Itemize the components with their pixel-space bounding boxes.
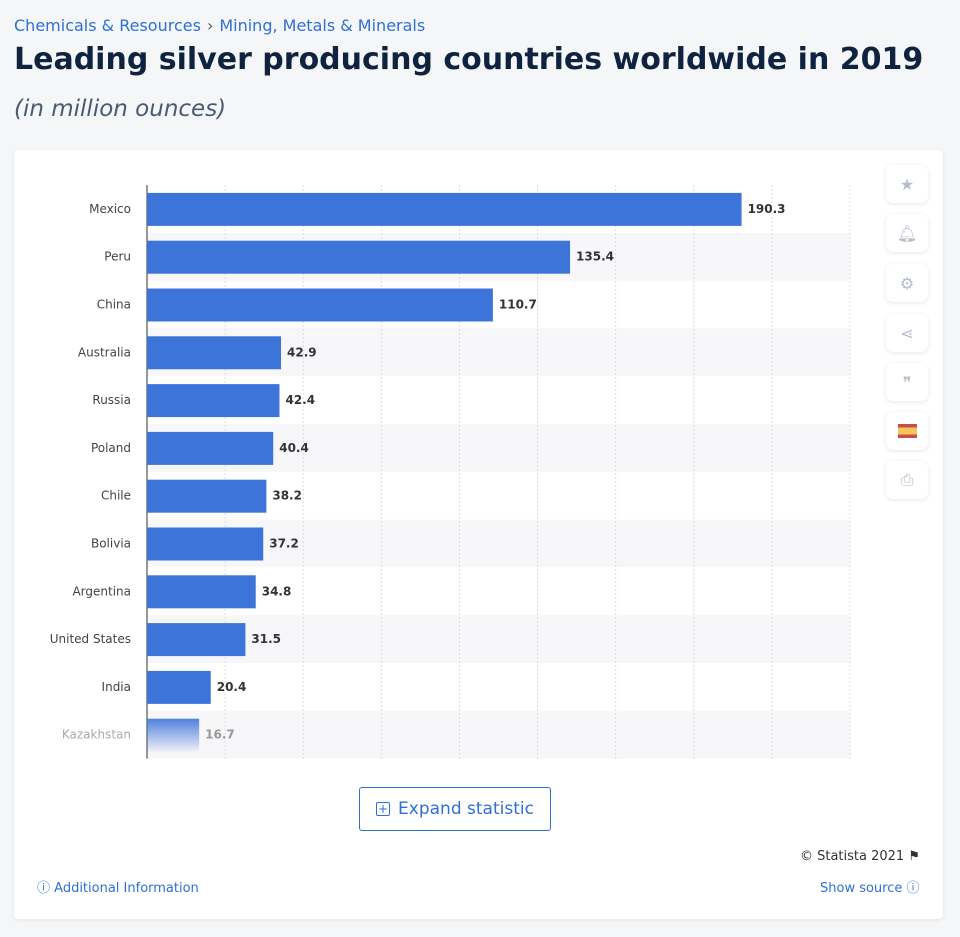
- data-label: 135.4: [576, 250, 614, 264]
- show-source-link[interactable]: Show source ⓘ: [820, 877, 920, 896]
- data-label: 42.9: [287, 345, 317, 359]
- category-label: India: [102, 680, 131, 694]
- data-label: 190.3: [748, 202, 786, 216]
- category-label: Mexico: [89, 202, 131, 216]
- data-label: 16.7: [205, 728, 235, 742]
- copyright-text: © Statista 2021: [799, 849, 905, 864]
- bar: [147, 527, 264, 561]
- data-label: 37.2: [269, 537, 299, 551]
- copyright: © Statista 2021 ⚑: [800, 849, 920, 864]
- category-label: Peru: [104, 250, 131, 264]
- page-subtitle: (in million ounces): [14, 96, 227, 122]
- row-band: [147, 615, 850, 663]
- bar: [147, 575, 256, 609]
- breadcrumb-link[interactable]: Mining, Metals & Minerals: [219, 16, 426, 35]
- gear-icon[interactable]: ⚙: [886, 264, 928, 302]
- category-label: Chile: [101, 489, 131, 503]
- category-label: China: [97, 298, 131, 312]
- category-label: Russia: [92, 393, 131, 407]
- category-label: Poland: [91, 441, 131, 455]
- info-icon: ⓘ: [37, 881, 51, 896]
- page-title: Leading silver producing countries world…: [14, 42, 924, 77]
- bar: [147, 670, 211, 704]
- category-label: Bolivia: [91, 537, 131, 551]
- info-icon: ⓘ: [906, 881, 920, 896]
- quote-icon[interactable]: ❞: [886, 363, 928, 401]
- category-label: Australia: [78, 345, 131, 359]
- bar: [147, 336, 282, 370]
- data-label: 34.8: [262, 584, 292, 598]
- expand-label: Expand statistic: [398, 799, 534, 819]
- flag-icon: ⚑: [908, 849, 920, 864]
- category-label: Argentina: [72, 584, 131, 598]
- bar: [147, 192, 742, 226]
- expand-statistic-button[interactable]: + Expand statistic: [359, 787, 551, 831]
- bell-icon[interactable]: 🔔︎: [886, 214, 928, 252]
- share-icon[interactable]: ⋖: [886, 314, 928, 352]
- breadcrumb-separator: ›: [206, 16, 214, 35]
- data-label: 40.4: [279, 441, 309, 455]
- breadcrumb: Chemicals & Resources › Mining, Metals & M…: [14, 16, 425, 35]
- data-label: 20.4: [217, 680, 247, 694]
- category-label: Kazakhstan: [62, 728, 131, 742]
- bar: [147, 623, 246, 657]
- breadcrumb-link[interactable]: Chemicals & Resources: [14, 16, 201, 35]
- show-source-label: Show source: [820, 881, 903, 896]
- data-label: 31.5: [251, 632, 281, 646]
- star-icon[interactable]: ★: [886, 165, 928, 203]
- additional-info-label: Additional Information: [54, 881, 199, 896]
- row-band: [147, 519, 850, 568]
- row-band: [147, 710, 850, 759]
- additional-information-link[interactable]: ⓘ Additional Information: [37, 877, 199, 896]
- data-label: 42.4: [285, 393, 315, 407]
- bar: [147, 479, 267, 513]
- spain-flag-icon[interactable]: [886, 412, 928, 450]
- bar: [147, 384, 280, 418]
- plus-icon: +: [376, 802, 391, 816]
- bar: [147, 288, 493, 322]
- category-label: United States: [50, 632, 131, 646]
- data-label: 38.2: [272, 489, 302, 503]
- bar: [147, 240, 571, 274]
- data-label: 110.7: [499, 298, 537, 312]
- bar: [147, 718, 200, 752]
- print-icon[interactable]: ⎙: [886, 461, 928, 499]
- bar: [147, 431, 274, 465]
